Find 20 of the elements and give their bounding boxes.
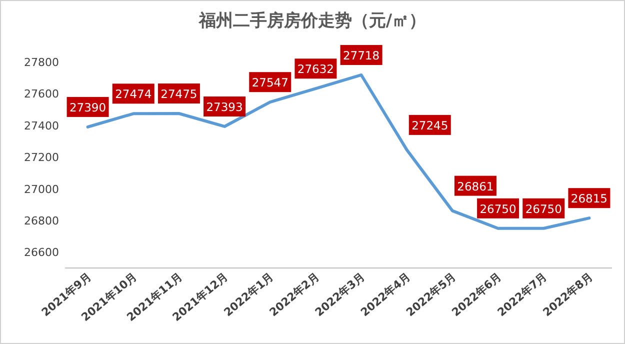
data-label: 26750 xyxy=(525,202,562,216)
data-label: 26861 xyxy=(457,179,494,194)
data-label: 27475 xyxy=(160,87,198,101)
data-label: 27245 xyxy=(412,118,448,132)
data-label: 27390 xyxy=(69,100,106,114)
data-label: 27718 xyxy=(342,48,380,62)
data-label: 26815 xyxy=(570,192,608,206)
data-label: 27393 xyxy=(206,100,243,114)
y-tick-label: 27200 xyxy=(24,151,59,164)
y-tick-label: 26800 xyxy=(24,214,59,228)
chart-title: 福州二手房房价走势（元/㎡） xyxy=(198,11,426,31)
y-tick-label: 26600 xyxy=(24,246,59,260)
y-tick-label: 27600 xyxy=(24,88,59,101)
data-label: 26750 xyxy=(480,202,516,216)
y-tick-label: 27800 xyxy=(24,56,59,69)
y-tick-label: 27400 xyxy=(24,119,59,132)
data-label: 27547 xyxy=(252,76,288,90)
y-tick-label: 27000 xyxy=(24,182,59,196)
data-label: 27632 xyxy=(297,62,334,76)
data-label: 27474 xyxy=(115,87,152,102)
